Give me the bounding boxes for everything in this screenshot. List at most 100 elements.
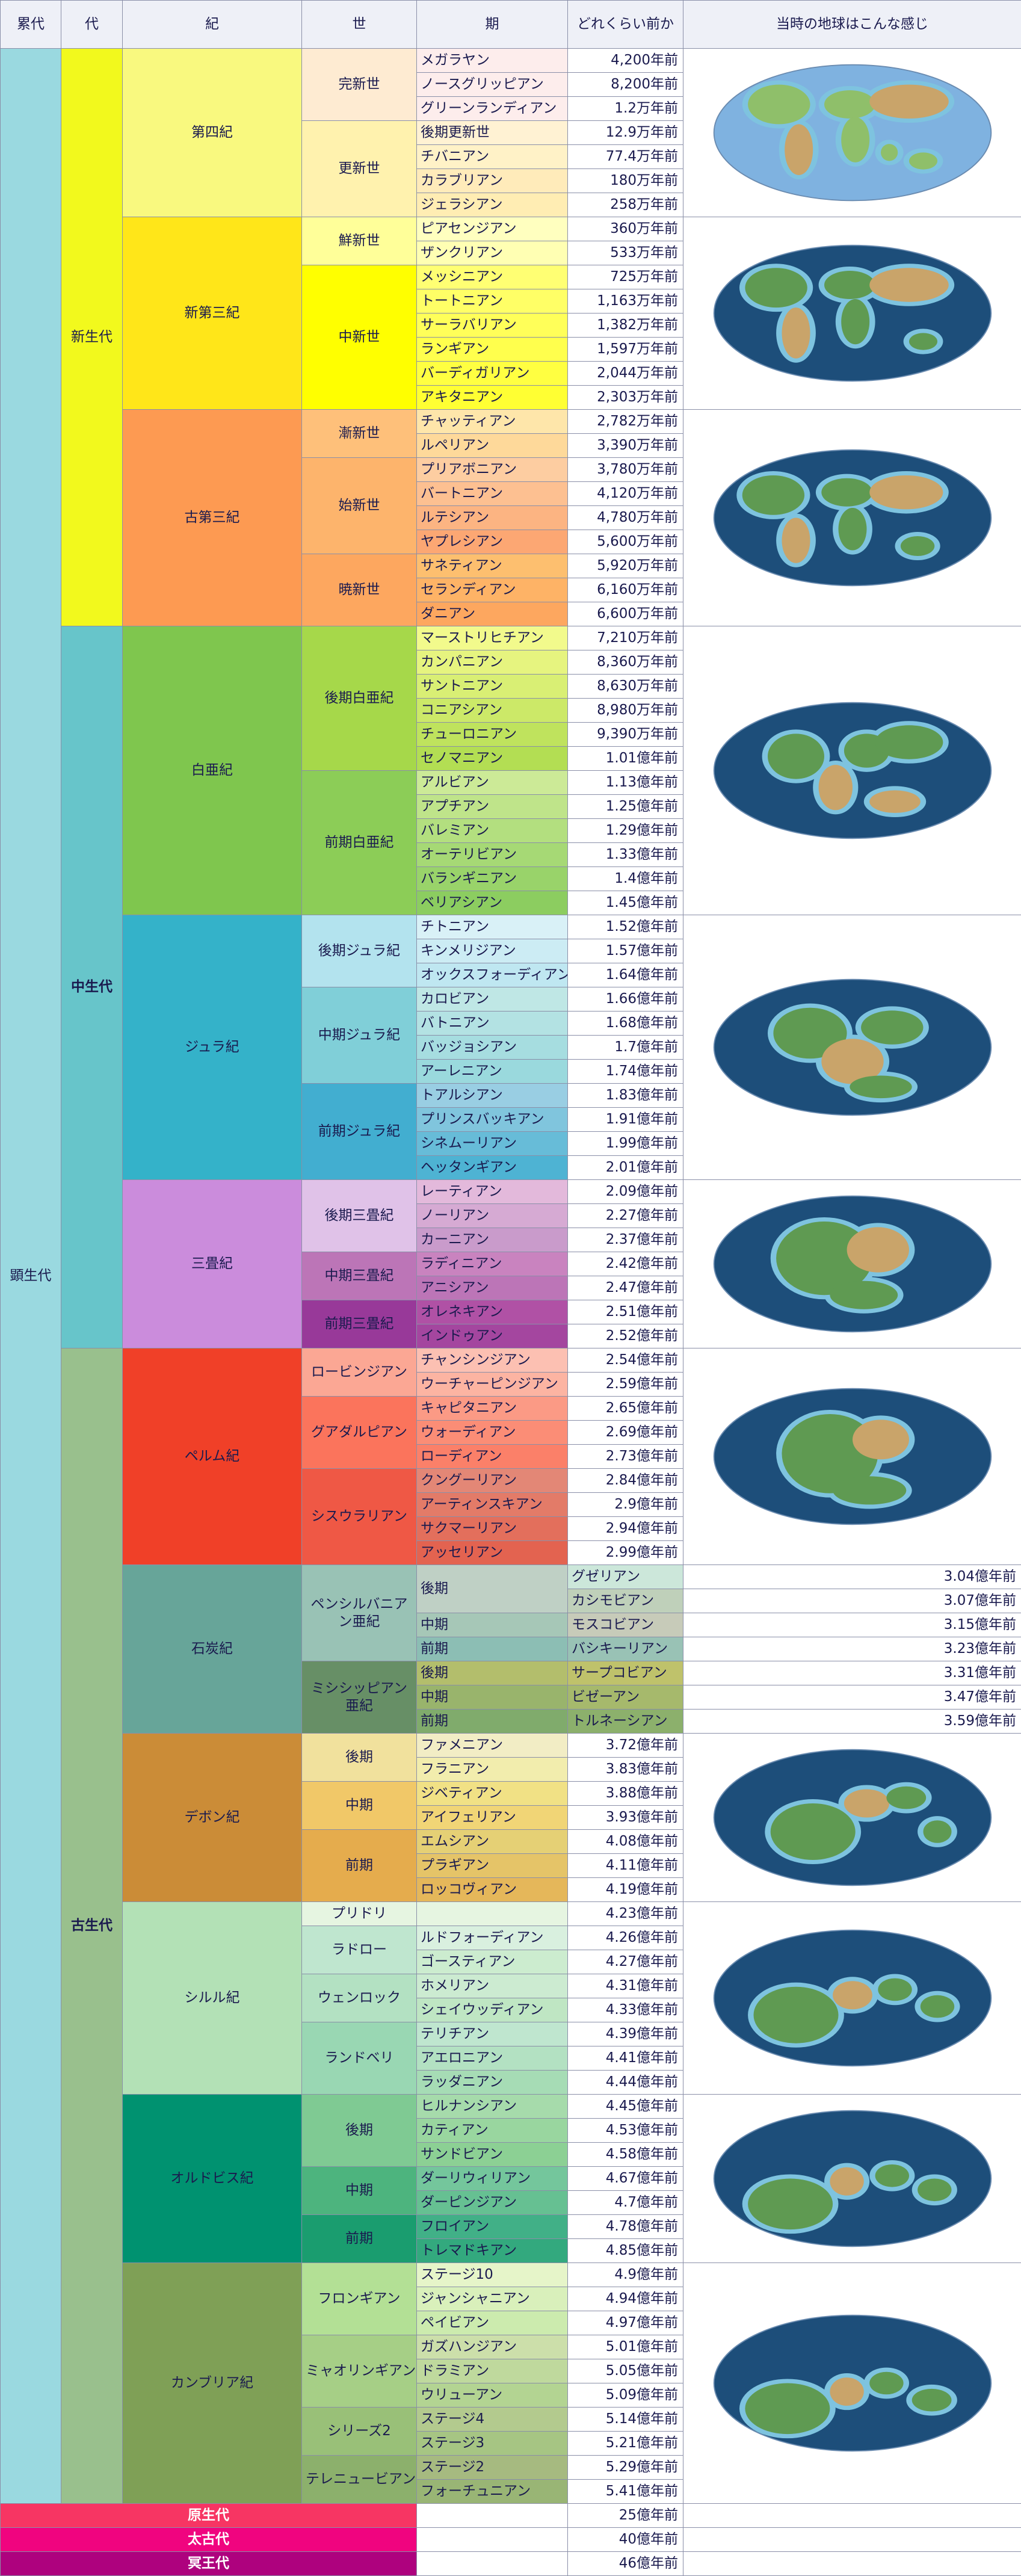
age-cell: アーティンスキアン xyxy=(417,1493,568,1517)
years-ago-cell: 1.45億年前 xyxy=(568,891,683,915)
years-ago-cell: 7,210万年前 xyxy=(568,626,683,650)
map-cell xyxy=(683,2504,1021,2528)
age-cell: セランディアン xyxy=(417,578,568,602)
paleo-globe-triassic-icon xyxy=(711,1193,994,1335)
years-ago-cell: 2.94億年前 xyxy=(568,1517,683,1541)
years-ago-cell: 4.11億年前 xyxy=(568,1854,683,1878)
age-cell: サーラバリアン xyxy=(417,314,568,338)
age-cell: プラギアン xyxy=(417,1854,568,1878)
landmass-shape xyxy=(909,333,937,350)
age-cell: ジェラシアン xyxy=(417,193,568,217)
paleo-globe-ordovician-icon xyxy=(711,2108,994,2249)
years-ago-cell: 4.23億年前 xyxy=(568,1902,683,1926)
years-ago-cell: 1,382万年前 xyxy=(568,314,683,338)
period-cell: 古第三紀 xyxy=(123,410,302,626)
period-cell: ペルム紀 xyxy=(123,1348,302,1565)
period-cell: 三畳紀 xyxy=(123,1180,302,1348)
age-cell: チバニアン xyxy=(417,145,568,169)
years-ago-cell: 8,630万年前 xyxy=(568,675,683,699)
age-cell: クングーリアン xyxy=(417,1469,568,1493)
years-ago-cell: 4.45億年前 xyxy=(568,2095,683,2119)
epoch-cell: 後期 xyxy=(417,1661,568,1685)
age-cell: ザンクリアン xyxy=(417,241,568,265)
years-ago-cell: 1.64億年前 xyxy=(568,963,683,987)
landmass-shape xyxy=(821,478,872,507)
years-ago-cell: 1,163万年前 xyxy=(568,289,683,314)
map-cell xyxy=(683,1902,1021,2095)
epoch-cell: ランドベリ xyxy=(302,2022,417,2095)
epoch-cell: フロンギアン xyxy=(302,2263,417,2335)
years-ago-cell: 4.26億年前 xyxy=(568,1926,683,1950)
landmass-shape xyxy=(853,1419,909,1459)
years-ago-cell: 2.99億年前 xyxy=(568,1541,683,1565)
age-cell: ノースグリッピアン xyxy=(417,73,568,97)
subperiod-cell: ペンシルバニアン亜紀 xyxy=(302,1565,417,1661)
years-ago-cell: 6,600万年前 xyxy=(568,602,683,626)
landmass-shape xyxy=(742,475,804,515)
age-cell: バレミアン xyxy=(417,819,568,843)
landmass-shape xyxy=(875,725,943,759)
age-cell: キンメリジアン xyxy=(417,939,568,963)
age-cell: カロビアン xyxy=(417,987,568,1012)
years-ago-cell: 2.42億年前 xyxy=(568,1252,683,1276)
landmass-shape xyxy=(878,1978,911,2001)
years-ago-cell: 180万年前 xyxy=(568,169,683,193)
age-cell: アエロニアン xyxy=(417,2046,568,2071)
years-ago-cell: 8,200年前 xyxy=(568,73,683,97)
epoch-cell: シリーズ2 xyxy=(302,2408,417,2456)
paleo-globe-permian-icon xyxy=(711,1386,994,1527)
epoch-cell: ラドロー xyxy=(302,1926,417,1974)
eon-cell: 冥王代 xyxy=(1,2552,417,2576)
years-ago-cell: 2.69億年前 xyxy=(568,1421,683,1445)
paleo-globe-neogene-icon xyxy=(711,242,994,384)
age-cell: ゴースティアン xyxy=(417,1950,568,1974)
age-cell: バシキーリアン xyxy=(568,1637,683,1661)
period-cell: 石炭紀 xyxy=(123,1565,302,1734)
years-ago-cell: 3.07億年前 xyxy=(683,1589,1021,1613)
paleo-globe-silurian-icon xyxy=(711,1927,994,2069)
years-ago-cell: 2.01億年前 xyxy=(568,1156,683,1180)
age-cell: ステージ3 xyxy=(417,2432,568,2456)
age-cell: ビゼーアン xyxy=(568,1685,683,1710)
years-ago-cell: 4.08億年前 xyxy=(568,1830,683,1854)
age-cell: アルビアン xyxy=(417,771,568,795)
map-cell xyxy=(683,626,1021,915)
years-ago-cell: 1.7億年前 xyxy=(568,1036,683,1060)
epoch-cell: 始新世 xyxy=(302,458,417,554)
age-cell: ローディアン xyxy=(417,1445,568,1469)
epoch-cell: ミャオリンギアン xyxy=(302,2335,417,2408)
years-ago-cell: 4.19億年前 xyxy=(568,1878,683,1902)
age-cell: サネティアン xyxy=(417,554,568,578)
age-cell: トレマドキアン xyxy=(417,2239,568,2263)
period-cell: デボン紀 xyxy=(123,1734,302,1902)
epoch-cell: 前期ジュラ紀 xyxy=(302,1084,417,1180)
epoch-cell: テレニュービアン xyxy=(302,2456,417,2504)
years-ago-cell: 3.83億年前 xyxy=(568,1758,683,1782)
epoch-cell: 後期三畳紀 xyxy=(302,1180,417,1252)
landmass-shape xyxy=(841,117,869,162)
map-cell xyxy=(683,410,1021,626)
age-cell: アッセリアン xyxy=(417,1541,568,1565)
age-cell: バトニアン xyxy=(417,1012,568,1036)
landmass-shape xyxy=(830,2167,863,2196)
years-ago-cell: 12.9万年前 xyxy=(568,121,683,145)
age-cell: ベリアシアン xyxy=(417,891,568,915)
age-cell: ラッダニアン xyxy=(417,2071,568,2095)
age-cell: ルドフォーディアン xyxy=(417,1926,568,1950)
epoch-cell: 中期ジュラ紀 xyxy=(302,987,417,1084)
age-cell: テリチアン xyxy=(417,2022,568,2046)
header-period: 紀 xyxy=(123,1,302,49)
age-cell: モスコビアン xyxy=(568,1613,683,1637)
era-cell: 新生代 xyxy=(61,49,123,626)
landmass-shape xyxy=(850,1076,911,1099)
years-ago-cell: 4.78億年前 xyxy=(568,2215,683,2239)
years-ago-cell: 4.41億年前 xyxy=(568,2046,683,2071)
landmass-shape xyxy=(909,152,937,169)
years-ago-cell: 1.25億年前 xyxy=(568,795,683,819)
age-cell: プリンスバッキアン xyxy=(417,1108,568,1132)
header-earth: 当時の地球はこんな感じ xyxy=(683,1,1021,49)
